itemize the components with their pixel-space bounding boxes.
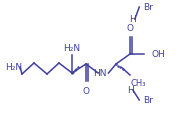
Text: H: H bbox=[130, 15, 136, 24]
Text: Br: Br bbox=[143, 3, 153, 12]
Text: O: O bbox=[127, 24, 133, 33]
Text: OH: OH bbox=[152, 50, 166, 59]
Text: HN: HN bbox=[93, 69, 107, 78]
Text: CH₃: CH₃ bbox=[131, 79, 146, 88]
Text: Br: Br bbox=[143, 96, 153, 105]
Text: O: O bbox=[83, 86, 89, 95]
Text: H₂N: H₂N bbox=[5, 63, 22, 72]
Text: H: H bbox=[128, 86, 134, 95]
Text: H₂N: H₂N bbox=[63, 43, 81, 52]
